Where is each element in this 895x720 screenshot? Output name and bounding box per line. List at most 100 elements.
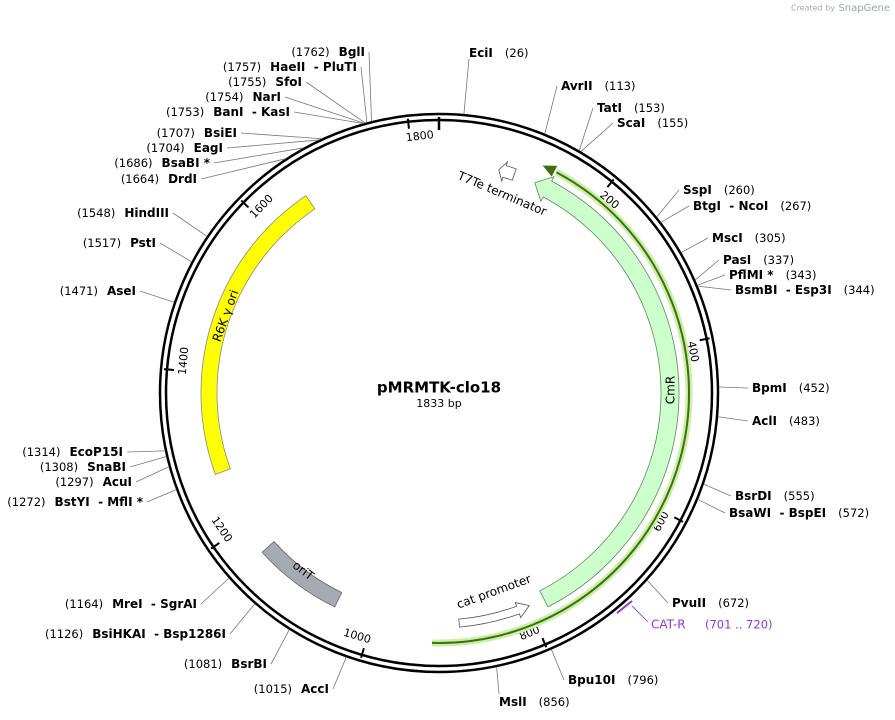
enzyme-position: (344) <box>844 283 875 297</box>
enzyme-leader <box>172 212 208 237</box>
enzyme-leader <box>284 96 365 124</box>
enzyme-name: PasI <box>723 253 751 267</box>
enzyme-label: BsmBI - Esp3I (344) <box>735 283 875 297</box>
enzyme-position: (113) <box>605 79 636 93</box>
enzyme-leader <box>463 58 470 115</box>
enzyme-name: BsrDI <box>735 489 772 503</box>
enzyme-label: (1308) SnaBI <box>40 460 126 474</box>
enzyme-leader <box>126 450 166 453</box>
enzyme-label: (1762) BglI <box>291 45 365 59</box>
primer-range: (701 .. 720) <box>705 618 773 632</box>
enzyme-leader <box>694 259 720 281</box>
enzyme-leader <box>129 456 167 468</box>
enzyme-name: BsmBI - Esp3I <box>735 283 832 297</box>
enzyme-leader <box>697 285 732 291</box>
enzyme-label: (1164) MreI - SgrAI <box>65 597 197 611</box>
enzyme-label: BpmI (452) <box>752 381 830 395</box>
enzyme-position: (1517) <box>83 236 121 250</box>
enzyme-position: (483) <box>789 414 820 428</box>
enzyme-leader <box>544 85 558 134</box>
scale-label: 1800 <box>405 128 434 144</box>
enzyme-name: PvuII <box>672 596 706 610</box>
enzyme-name: NarI <box>252 90 281 104</box>
enzyme-label: (1517) PstI <box>83 236 156 250</box>
enzyme-leader <box>293 111 364 124</box>
enzyme-label: (1126) BsiHKAI - Bsp1286I <box>45 627 226 641</box>
feature-halo <box>431 169 693 647</box>
enzyme-position: (1471) <box>60 284 98 298</box>
enzyme-leader <box>146 489 177 503</box>
enzyme-position: (572) <box>838 506 869 520</box>
enzyme-label: MslI (856) <box>499 695 570 709</box>
enzyme-label: (1707) BsiEI <box>157 126 237 140</box>
scale-tick <box>163 368 175 372</box>
scale-tick <box>673 516 684 523</box>
enzyme-position: (1754) <box>205 90 243 104</box>
enzyme-name: AclI <box>752 414 777 428</box>
enzyme-name: BtgI - NcoI <box>693 199 768 213</box>
enzyme-position: (26) <box>505 46 529 60</box>
enzyme-position: (343) <box>786 268 817 282</box>
enzyme-name: BsaWI - BspEI <box>729 506 826 520</box>
enzyme-leader <box>717 416 749 422</box>
enzyme-leader <box>200 577 230 605</box>
enzyme-label: Bpu10I (796) <box>568 673 658 687</box>
primer-leader <box>631 605 649 623</box>
enzyme-label: (1704) EagI <box>146 141 223 155</box>
scale-tick <box>360 647 365 659</box>
enzyme-leader <box>305 81 366 124</box>
enzyme-position: (1686) <box>114 156 152 170</box>
scale-label: 1200 <box>208 514 235 544</box>
enzyme-name: BglI <box>339 45 365 59</box>
enzyme-name: AseI <box>107 284 136 298</box>
enzyme-name: SnaBI <box>87 460 126 474</box>
enzyme-label: (1664) DrdI <box>121 172 197 186</box>
enzyme-name: BstYI - MflI * <box>55 495 144 509</box>
plasmid-name: pMRMTK-clo18 <box>377 379 501 397</box>
scale-tick <box>240 199 250 209</box>
enzyme-label: EciI (26) <box>469 46 529 60</box>
enzyme-label: (1081) BsrBI <box>184 657 267 671</box>
enzyme-label: BsaWI - BspEI (572) <box>729 506 869 520</box>
enzyme-position: (1755) <box>228 75 266 89</box>
enzyme-leader <box>139 290 175 303</box>
enzyme-name: MslI <box>499 695 527 709</box>
enzyme-position: (1297) <box>55 475 93 489</box>
plasmid-length: 1833 bp <box>416 397 461 410</box>
enzyme-label: (1297) AcuI <box>55 475 132 489</box>
enzyme-leader <box>200 158 286 180</box>
enzyme-label: ScaI (155) <box>617 116 688 130</box>
watermark-prefix: Created by <box>791 4 835 13</box>
primer-label: CAT-R <box>651 618 686 632</box>
enzyme-name: BsiHKAI - Bsp1286I <box>92 627 226 641</box>
enzyme-position: (1081) <box>184 657 222 671</box>
enzyme-label: AclI (483) <box>752 414 820 428</box>
feature-arrow <box>431 171 690 644</box>
enzyme-name: BsiEI <box>204 126 237 140</box>
enzyme-position: (155) <box>657 116 688 130</box>
enzyme-label: BtgI - NcoI (267) <box>693 199 811 213</box>
enzyme-position: (1707) <box>157 126 195 140</box>
enzyme-name: DrdI <box>168 172 197 186</box>
enzyme-leader <box>226 139 320 149</box>
enzyme-label: (1015) AccI <box>254 682 329 696</box>
enzyme-label: TatI (153) <box>597 101 665 115</box>
enzyme-position: (555) <box>784 489 815 503</box>
enzyme-position: (672) <box>718 596 749 610</box>
enzyme-leader <box>578 107 594 151</box>
enzyme-label: (1548) HindIII <box>77 206 169 220</box>
enzyme-name: ScaI <box>617 116 645 130</box>
enzyme-name: EcoP15I <box>69 445 123 459</box>
enzyme-leader <box>360 66 368 123</box>
enzyme-leader <box>213 147 304 164</box>
enzyme-position: (796) <box>627 673 658 687</box>
enzyme-leader <box>718 386 749 389</box>
enzyme-leader <box>240 132 322 140</box>
enzyme-label: AvrII (113) <box>561 79 635 93</box>
feature-label: CmR <box>664 376 678 404</box>
enzyme-name: HaeII - PluTI <box>270 60 357 74</box>
enzyme-position: (1664) <box>121 172 159 186</box>
enzyme-name: SfoI <box>275 75 302 89</box>
enzyme-name: PstI <box>130 236 156 250</box>
